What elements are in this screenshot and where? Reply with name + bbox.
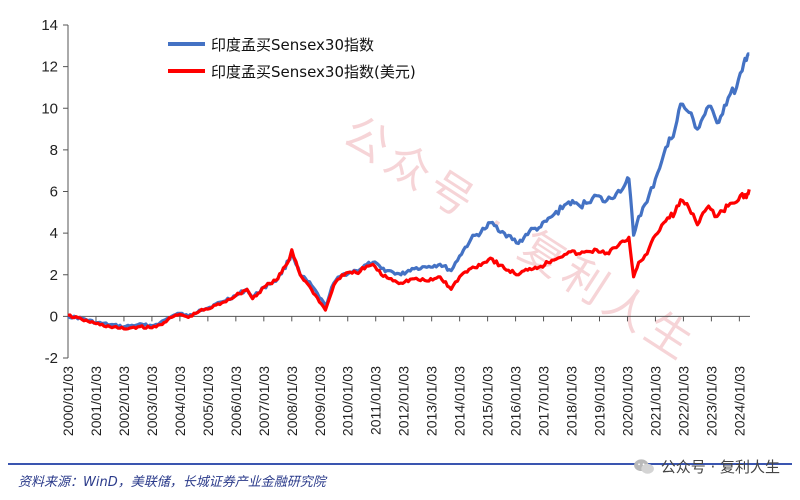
y-tick-label: 6: [50, 184, 58, 201]
source-note: 资料来源：WinD，美联储，长城证券产业金融研究院: [18, 475, 326, 490]
brand-badge: 公众号 · 复利人生: [633, 456, 780, 477]
y-tick-label: -2: [45, 350, 58, 367]
x-tick-label: 2021/01/03: [647, 366, 663, 436]
x-tick-label: 2019/01/03: [592, 366, 608, 436]
y-tick-label: 8: [50, 142, 58, 159]
y-tick-label: 12: [41, 59, 58, 76]
y-tick-label: 2: [50, 267, 58, 284]
wechat-icon: [633, 458, 654, 474]
x-tick-label: 2018/01/03: [564, 366, 580, 436]
legend-label-sensex-usd: 印度孟买Sensex30指数(美元): [211, 63, 416, 81]
x-tick-label: 2006/01/03: [228, 366, 244, 436]
x-tick-label: 2002/01/03: [116, 366, 132, 436]
x-tick-label: 2007/01/03: [256, 366, 272, 436]
y-tick-label: 0: [50, 308, 58, 325]
x-tick-label: 2001/01/03: [88, 366, 104, 436]
x-tick-label: 2013/01/03: [424, 366, 440, 436]
x-tick-label: 2022/01/03: [675, 366, 691, 436]
x-tick-label: 2004/01/03: [172, 366, 188, 436]
x-tick-label: 2012/01/03: [396, 366, 412, 436]
x-tick-label: 2003/01/03: [144, 366, 160, 436]
series-layer: [67, 52, 751, 331]
brand-label: 公众号 · 复利人生: [660, 458, 780, 476]
x-tick-label: 2016/01/03: [508, 366, 524, 436]
footer-divider: [8, 463, 792, 465]
y-tick-label: 4: [50, 225, 58, 242]
x-tick-label: 2010/01/03: [340, 366, 356, 436]
x-tick-label: 2024/01/03: [731, 366, 747, 436]
x-tick-label: 2020/01/03: [619, 366, 635, 436]
series-line-sensex-usd: [67, 189, 751, 331]
x-tick-label: 2000/01/03: [60, 366, 76, 436]
x-tick-label: 2009/01/03: [312, 366, 328, 436]
y-tick-label: 10: [41, 100, 58, 117]
x-tick-label: 2005/01/03: [200, 366, 216, 436]
x-tick-label: 2014/01/03: [452, 366, 468, 436]
x-tick-label: 2008/01/03: [284, 366, 300, 436]
x-tick-label: 2017/01/03: [536, 366, 552, 436]
x-tick-label: 2015/01/03: [480, 366, 496, 436]
y-tick-label: 14: [41, 17, 58, 34]
legend-label-sensex: 印度孟买Sensex30指数: [211, 36, 374, 54]
x-tick-label: 2023/01/03: [703, 366, 719, 436]
x-tick-label: 2011/01/03: [368, 366, 384, 435]
legend: 印度孟买Sensex30指数 印度孟买Sensex30指数(美元): [168, 36, 416, 81]
